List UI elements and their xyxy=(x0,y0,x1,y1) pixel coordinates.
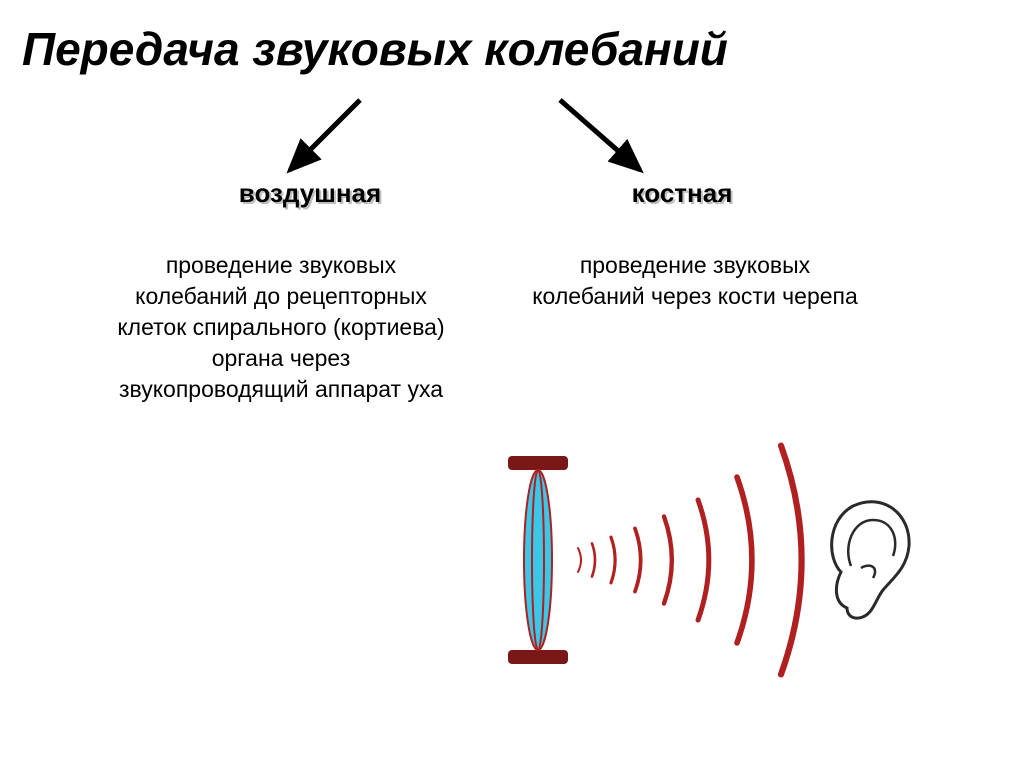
wave-arc xyxy=(698,500,709,620)
wave-arc xyxy=(592,543,595,576)
arrow-right-line xyxy=(560,100,640,170)
wave-arc xyxy=(737,477,752,643)
arrow-left-line xyxy=(290,100,360,170)
sound-source xyxy=(508,456,568,664)
sound-illustration xyxy=(500,430,930,690)
wave-arc xyxy=(611,537,615,583)
page-title: Передача звуковых колебаний xyxy=(22,22,728,76)
source-bar-bottom xyxy=(508,650,568,664)
wave-arc xyxy=(664,516,672,603)
body-bone: проведение звуковых колебаний через кост… xyxy=(530,250,860,312)
source-bar-top xyxy=(508,456,568,470)
heading-bone: костная xyxy=(602,178,762,209)
source-string xyxy=(524,470,552,650)
ear-icon xyxy=(832,502,909,618)
wave-arc xyxy=(578,548,581,572)
body-air: проведение звуковых колебаний до рецепто… xyxy=(116,250,446,405)
heading-air: воздушная xyxy=(210,178,410,209)
wave-arc xyxy=(781,446,802,675)
wave-arc xyxy=(635,528,641,591)
sound-waves xyxy=(578,446,802,675)
